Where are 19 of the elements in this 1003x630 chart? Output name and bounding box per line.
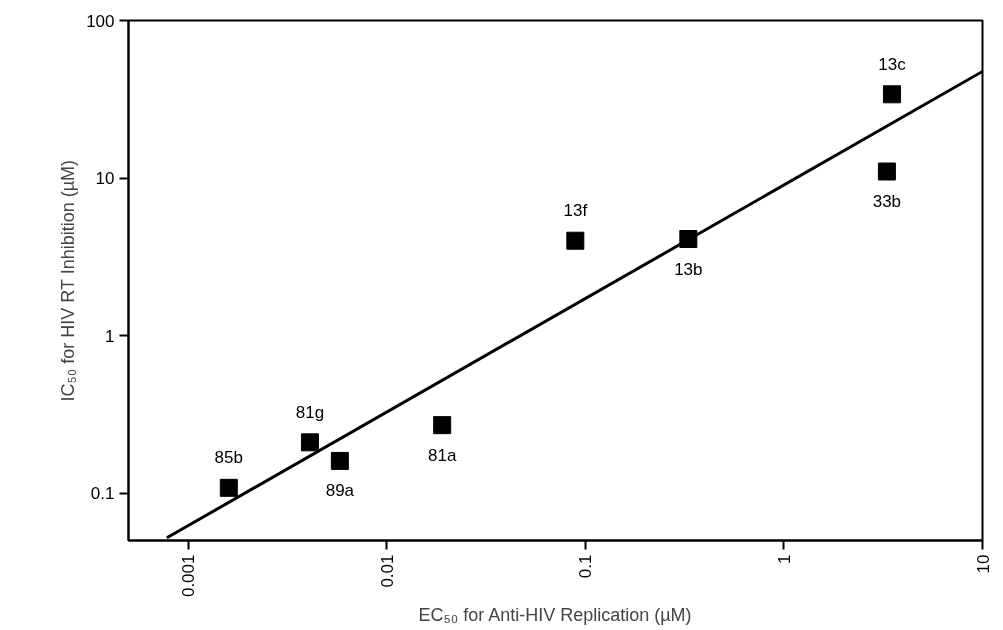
annotation: 85b bbox=[214, 448, 243, 468]
annotation: 13c bbox=[878, 54, 907, 74]
annotation: 89a bbox=[325, 481, 355, 501]
y-tick-label: 10 bbox=[95, 169, 115, 189]
annotation: 81a bbox=[428, 445, 457, 465]
annotation: 33b bbox=[872, 192, 902, 212]
y-tick-label: 0.1 bbox=[90, 484, 115, 504]
y-axis-title: IC₅₀ for HIV RT Inhibition (µM) bbox=[58, 159, 79, 402]
x-tick-label: 0.001 bbox=[179, 554, 199, 598]
x-tick-label: 10 bbox=[973, 554, 993, 574]
x-tick-label: 0.1 bbox=[576, 554, 596, 579]
annotation: 13b bbox=[674, 259, 703, 279]
annotation: 13f bbox=[563, 201, 588, 221]
x-axis-title: EC₅₀ for Anti-HIV Replication (µM) bbox=[418, 605, 692, 626]
x-tick-label: 1 bbox=[774, 554, 794, 564]
annotation: 81g bbox=[295, 402, 325, 422]
y-tick-label: 1 bbox=[105, 326, 115, 346]
y-tick-label: 100 bbox=[86, 11, 115, 31]
x-tick-label: 0.01 bbox=[377, 554, 397, 588]
